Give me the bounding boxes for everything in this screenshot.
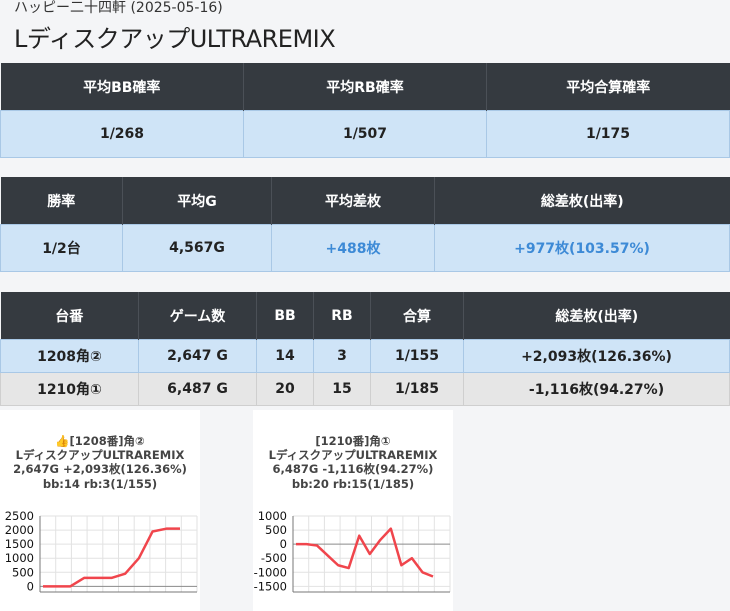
header-avg-bb: 平均BB確率 xyxy=(0,63,244,111)
card-model-name: LディスクアップULTRAREMIX xyxy=(15,448,185,463)
card-header: [1210番]角① LディスクアップULTRAREMIX 6,487G -1,1… xyxy=(253,434,453,491)
value-avg-rb: 1/507 xyxy=(243,110,487,158)
cell-total-diff: -1,116枚(94.27%) xyxy=(463,372,730,406)
cell-machine-no: 1208角② xyxy=(0,339,139,373)
machine-table: 台番 ゲーム数 BB RB 合算 総差枚(出率) 1208角② 2,647 G … xyxy=(0,292,730,406)
card-machine-label: 👍[1208番]角② xyxy=(55,434,145,448)
y-tick-label: 0 xyxy=(27,579,34,593)
y-tick-label: -1000 xyxy=(254,565,287,579)
header-bb: BB xyxy=(256,292,314,340)
machine-card-1210[interactable]: [1210番]角① LディスクアップULTRAREMIX 6,487G -1,1… xyxy=(253,410,453,611)
card-games-diff: 6,487G -1,116枚(94.27%) xyxy=(272,462,434,477)
cell-total-diff: +2,093枚(126.36%) xyxy=(463,339,730,373)
card-machine-label: [1210番]角① xyxy=(315,434,391,448)
y-tick-label: -500 xyxy=(261,551,287,565)
y-tick-label: 1000 xyxy=(258,510,287,523)
value-avg-bb: 1/268 xyxy=(0,110,244,158)
cell-total-prob: 1/185 xyxy=(370,372,464,406)
header-games: ゲーム数 xyxy=(138,292,257,340)
value-avg-total: 1/175 xyxy=(486,110,730,158)
card-bb-rb: bb:14 rb:3(1/155) xyxy=(42,476,158,491)
table-row[interactable]: 1210角① 6,487 G 20 15 1/185 -1,116枚(94.27… xyxy=(0,372,730,406)
cell-bb: 20 xyxy=(256,372,314,406)
y-tick-label: 2000 xyxy=(5,523,34,537)
cell-machine-no: 1210角① xyxy=(0,372,139,406)
page-title: LディスクアップULTRAREMIX xyxy=(14,25,336,53)
header-avg-games: 平均G xyxy=(122,177,272,225)
cell-games: 2,647 G xyxy=(138,339,257,373)
value-avg-diff: +488枚 xyxy=(271,224,435,272)
header-rb: RB xyxy=(313,292,371,340)
y-tick-label: 500 xyxy=(12,565,34,579)
header-total-diff: 総差枚(出率) xyxy=(463,292,730,340)
card-bb-rb: bb:20 rb:15(1/185) xyxy=(291,476,415,491)
y-tick-label: 500 xyxy=(265,523,287,537)
y-tick-label: 1000 xyxy=(5,551,34,565)
table-row[interactable]: 1208角② 2,647 G 14 3 1/155 +2,093枚(126.36… xyxy=(0,339,730,373)
header-avg-rb: 平均RB確率 xyxy=(243,63,487,111)
cell-games: 6,487 G xyxy=(138,372,257,406)
header-machine-no: 台番 xyxy=(0,292,139,340)
summary-table: 勝率 平均G 平均差枚 総差枚(出率) 1/2台 4,567G +488枚 +9… xyxy=(0,177,730,272)
y-tick-label: -1500 xyxy=(254,579,287,593)
cell-rb: 3 xyxy=(313,339,371,373)
series-line xyxy=(43,527,180,588)
card-games-diff: 2,647G +2,093枚(126.36%) xyxy=(13,462,187,477)
probability-table: 平均BB確率 平均RB確率 平均合算確率 1/268 1/507 1/175 xyxy=(0,63,730,158)
y-tick-label: 0 xyxy=(280,537,287,551)
header-avg-diff: 平均差枚 xyxy=(271,177,435,225)
subtitle: ハッピー二十四軒 (2025-05-16) xyxy=(14,0,223,16)
card-header: 👍[1208番]角② LディスクアップULTRAREMIX 2,647G +2,… xyxy=(0,434,200,491)
cell-bb: 14 xyxy=(256,339,314,373)
series-line xyxy=(296,527,434,578)
y-tick-label: 2500 xyxy=(5,510,34,523)
header-total-diff: 総差枚(出率) xyxy=(434,177,730,225)
card-model-name: LディスクアップULTRAREMIX xyxy=(268,448,438,463)
y-tick-label: 1500 xyxy=(5,537,34,551)
value-total-diff: +977枚(103.57%) xyxy=(434,224,730,272)
cell-rb: 15 xyxy=(313,372,371,406)
header-avg-total: 平均合算確率 xyxy=(486,63,730,111)
machine-card-1208[interactable]: 👍[1208番]角② LディスクアップULTRAREMIX 2,647G +2,… xyxy=(0,410,200,611)
value-avg-games: 4,567G xyxy=(122,224,272,272)
cell-total-prob: 1/155 xyxy=(370,339,464,373)
header-total-prob: 合算 xyxy=(370,292,464,340)
value-win-rate: 1/2台 xyxy=(0,224,123,272)
header-win-rate: 勝率 xyxy=(0,177,123,225)
